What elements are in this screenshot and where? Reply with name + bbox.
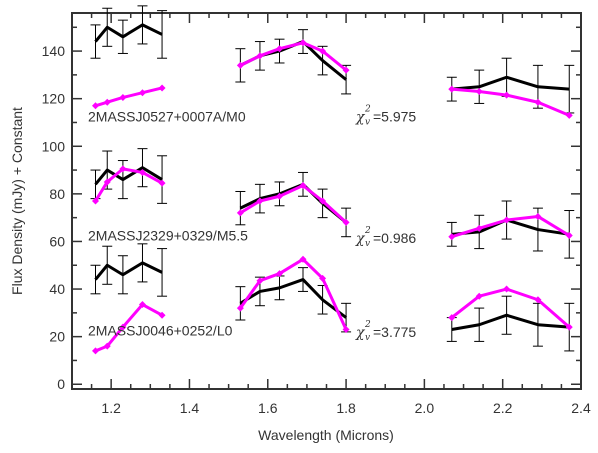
model-line	[451, 87, 570, 117]
model-point	[256, 197, 264, 205]
text-labels: 2MASSJ0527+0007A/M0 χ 2v =5.9752MASSJ2329+0…	[88, 105, 416, 343]
model-point	[158, 311, 166, 319]
model-point	[91, 347, 99, 355]
model-point	[299, 182, 307, 190]
chi-square-superscript: 2	[364, 105, 371, 115]
model-point	[236, 61, 244, 69]
model-point	[103, 178, 111, 186]
observed-line	[94, 166, 163, 186]
model-point	[475, 224, 483, 232]
chi-square-superscript: 2	[364, 320, 371, 330]
model-point	[534, 98, 542, 106]
object-label: 2MASSJ0046+0252/L0	[88, 323, 233, 339]
chi-square-subscript: v	[365, 239, 370, 249]
chi-square-superscript: 2	[364, 226, 371, 236]
model-point	[138, 168, 146, 176]
model-point	[138, 89, 146, 97]
model-point	[534, 212, 542, 220]
x-tick-label: 2.4	[571, 400, 591, 416]
x-tick-label: 2.2	[493, 400, 513, 416]
model-point	[299, 255, 307, 263]
model-line	[450, 287, 571, 329]
model-point	[503, 91, 511, 99]
model-point	[475, 88, 483, 96]
chi-square-value: =5.975	[373, 109, 416, 125]
model-point	[158, 179, 166, 187]
x-tick-label: 1.6	[258, 400, 278, 416]
y-tick-label: 120	[42, 91, 66, 107]
model-point	[565, 323, 573, 331]
chi-square-value: =3.775	[373, 324, 416, 340]
model-point	[91, 197, 99, 205]
x-tick-label: 1.8	[336, 400, 356, 416]
chi-square-symbol: χ	[355, 325, 366, 341]
y-tick-label: 80	[49, 186, 65, 202]
x-axis-label: Wavelength (Microns)	[258, 427, 394, 443]
model-point	[103, 342, 111, 350]
y-tick-label: 0	[57, 376, 65, 392]
model-point	[342, 66, 350, 74]
model-point	[236, 304, 244, 312]
model-point	[319, 197, 327, 205]
x-tick-label: 2.0	[415, 400, 435, 416]
x-tick-label: 1.4	[180, 400, 200, 416]
observed-line	[94, 23, 163, 43]
axis-ticks: 1.2 1.4 1.6 1.8 2.0 2.2 2.4 0 20 40 60 80 100 120 140	[42, 13, 591, 416]
chi-square-subscript: v	[365, 118, 370, 128]
model-point	[319, 47, 327, 55]
y-tick-label: 140	[42, 43, 66, 59]
observed-line	[451, 313, 570, 331]
model-point	[138, 301, 146, 309]
chi-square-symbol: χ	[355, 231, 366, 247]
model-point	[256, 52, 264, 60]
y-axis-label: Flux Density (mJy) + Constant	[9, 107, 25, 295]
object-label: 2MASSJ2329+0329/M5.5	[88, 228, 248, 244]
model-line	[239, 184, 348, 224]
model-point	[91, 102, 99, 110]
model-point	[534, 296, 542, 304]
observed-line	[451, 75, 570, 91]
model-point	[276, 270, 284, 278]
model-point	[448, 85, 456, 93]
model-point	[342, 326, 350, 334]
model-point	[119, 93, 127, 101]
model-point	[276, 192, 284, 200]
model-point	[299, 39, 307, 47]
model-point	[276, 45, 284, 53]
model-point	[256, 277, 264, 285]
chi-square-value: =0.986	[373, 230, 416, 246]
model-line	[239, 41, 348, 72]
model-point	[319, 274, 327, 282]
y-tick-label: 100	[42, 138, 66, 154]
model-point	[565, 232, 573, 240]
model-point	[342, 218, 350, 226]
model-point	[503, 216, 511, 224]
x-tick-label: 1.2	[101, 400, 121, 416]
model-line	[239, 257, 348, 331]
object-label: 2MASSJ0527+0007A/M0	[88, 109, 246, 125]
model-point	[158, 84, 166, 92]
model-point	[565, 111, 573, 119]
chi-square-symbol: χ	[355, 110, 366, 126]
y-tick-label: 20	[49, 329, 65, 345]
model-point	[236, 209, 244, 217]
model-point	[448, 233, 456, 241]
model-point	[475, 292, 483, 300]
model-point	[119, 323, 127, 331]
data-series	[90, 5, 575, 355]
y-tick-label: 40	[49, 281, 65, 297]
observed-line	[239, 278, 347, 319]
model-point	[503, 285, 511, 293]
model-point	[103, 98, 111, 106]
y-tick-label: 60	[49, 233, 65, 249]
model-point	[448, 314, 456, 322]
observed-line	[94, 261, 163, 281]
chi-square-subscript: v	[365, 333, 370, 343]
observed-line	[239, 40, 348, 81]
model-point	[119, 165, 127, 173]
